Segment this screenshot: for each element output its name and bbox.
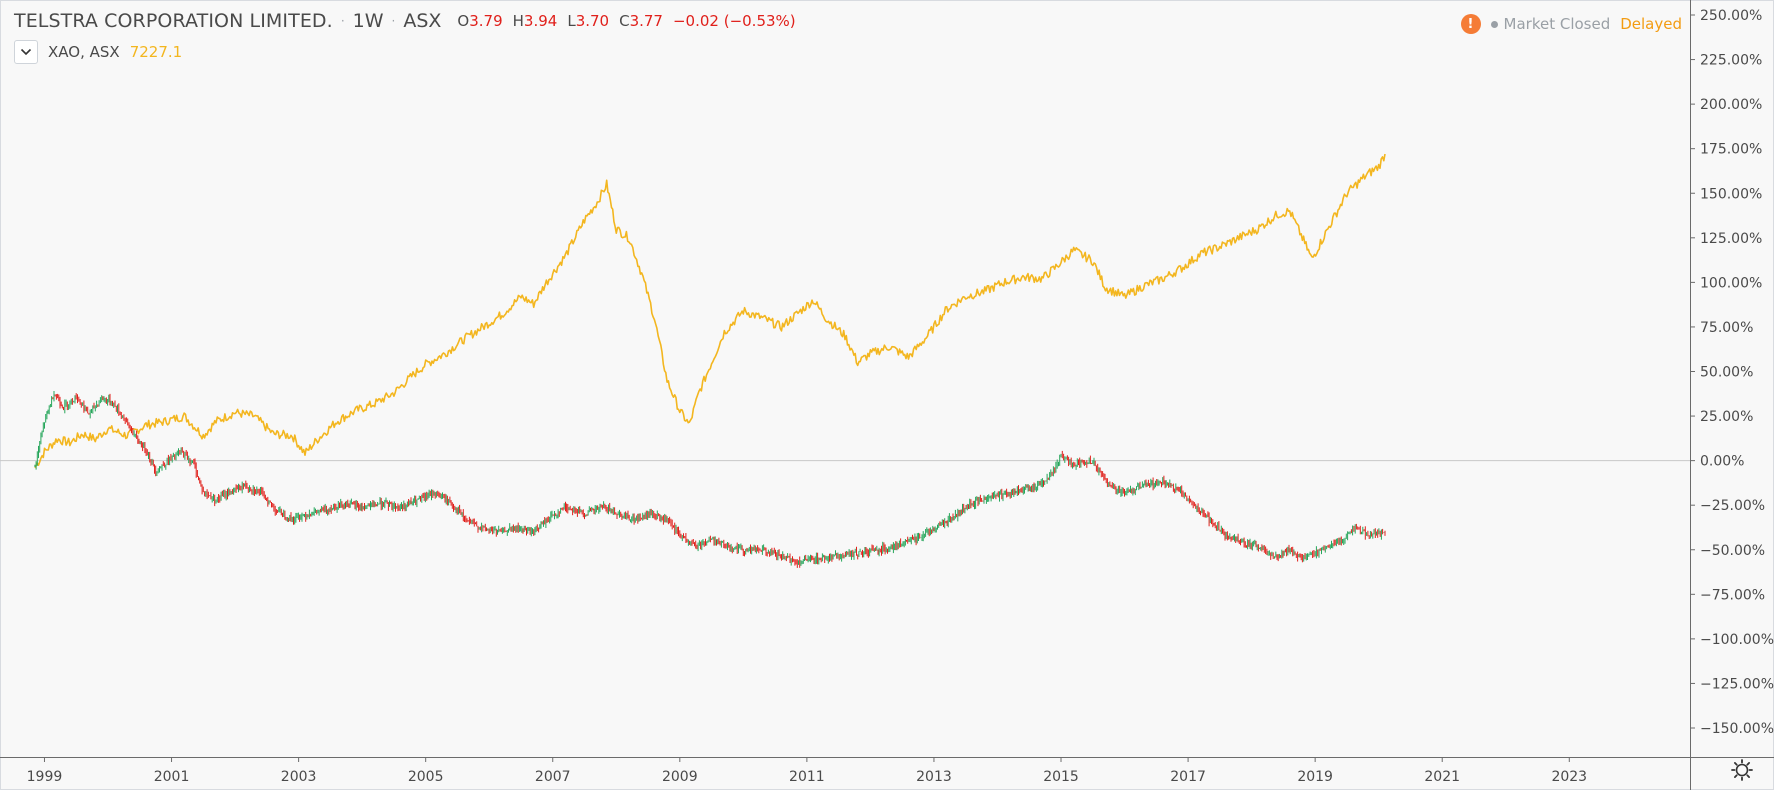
- y-tick-label: −25.00%: [1700, 498, 1765, 514]
- y-tick-label: 125.00%: [1700, 231, 1762, 247]
- open-value: O3.79: [457, 12, 503, 30]
- y-tick-label: 50.00%: [1700, 365, 1753, 381]
- x-tick-label: 2005: [408, 769, 444, 785]
- y-tick-label: 25.00%: [1700, 409, 1753, 425]
- x-tick-label: 2021: [1424, 769, 1460, 785]
- y-tick-label: 200.00%: [1700, 97, 1762, 113]
- market-status: ! Market Closed Delayed: [1460, 14, 1682, 34]
- x-tick-label: 2023: [1551, 769, 1587, 785]
- symbol-title[interactable]: TELSTRA CORPORATION LIMITED.: [14, 10, 333, 32]
- main-symbol-row: TELSTRA CORPORATION LIMITED. · 1W · ASX …: [14, 10, 796, 32]
- exchange-label: ASX: [403, 10, 442, 32]
- x-tick-label: 2013: [916, 769, 952, 785]
- y-tick-label: 250.00%: [1700, 8, 1762, 24]
- series-telstra-candles: [34, 391, 1386, 568]
- x-tick-label: 2001: [154, 769, 190, 785]
- series-xao-line: [34, 153, 1386, 469]
- low-value: L3.70: [567, 12, 610, 30]
- compare-symbol-value: 7227.1: [129, 43, 183, 61]
- y-tick-label: −50.00%: [1700, 543, 1765, 559]
- y-tick-label: −75.00%: [1700, 587, 1765, 603]
- y-tick-label: 225.00%: [1700, 53, 1762, 69]
- y-tick-label: 75.00%: [1700, 320, 1753, 336]
- x-tick-label: 1999: [27, 769, 63, 785]
- status-dot-icon: [1490, 20, 1498, 28]
- y-tick-label: 150.00%: [1700, 186, 1762, 202]
- chart-legend: TELSTRA CORPORATION LIMITED. · 1W · ASX …: [14, 10, 796, 64]
- x-tick-label: 2003: [281, 769, 317, 785]
- x-tick-label: 2011: [789, 769, 825, 785]
- x-tick-label: 2017: [1170, 769, 1206, 785]
- warning-icon[interactable]: !: [1460, 14, 1481, 34]
- x-tick-label: 2019: [1297, 769, 1333, 785]
- y-tick-label: −100.00%: [1700, 632, 1774, 648]
- y-tick-label: −150.00%: [1700, 721, 1774, 737]
- change-value: −0.02 (−0.53%): [672, 12, 796, 30]
- y-tick-label: 100.00%: [1700, 275, 1762, 291]
- compare-symbol-name[interactable]: XAO, ASX: [48, 43, 120, 61]
- y-tick-label: 175.00%: [1700, 142, 1762, 158]
- x-tick-label: 2007: [535, 769, 571, 785]
- y-tick-label: 0.00%: [1700, 454, 1744, 470]
- y-tick-label: −125.00%: [1700, 676, 1774, 692]
- x-tick-label: 2009: [662, 769, 698, 785]
- delayed-label[interactable]: Delayed: [1620, 15, 1682, 33]
- settings-gear-icon[interactable]: [1730, 758, 1754, 782]
- chevron-down-icon: [20, 48, 32, 56]
- x-tick-label: 2015: [1043, 769, 1079, 785]
- high-value: H3.94: [512, 12, 558, 30]
- collapse-legend-button[interactable]: [14, 40, 38, 64]
- interval-label[interactable]: 1W: [352, 10, 384, 32]
- separator: ·: [340, 14, 345, 28]
- close-value: C3.77: [619, 12, 663, 30]
- market-closed-label: Market Closed: [1503, 15, 1611, 33]
- ohlc-values: O3.79 H3.94 L3.70 C3.77 −0.02 (−0.53%): [457, 10, 795, 32]
- compare-symbol-row: XAO, ASX 7227.1: [14, 40, 796, 64]
- separator: ·: [391, 14, 396, 28]
